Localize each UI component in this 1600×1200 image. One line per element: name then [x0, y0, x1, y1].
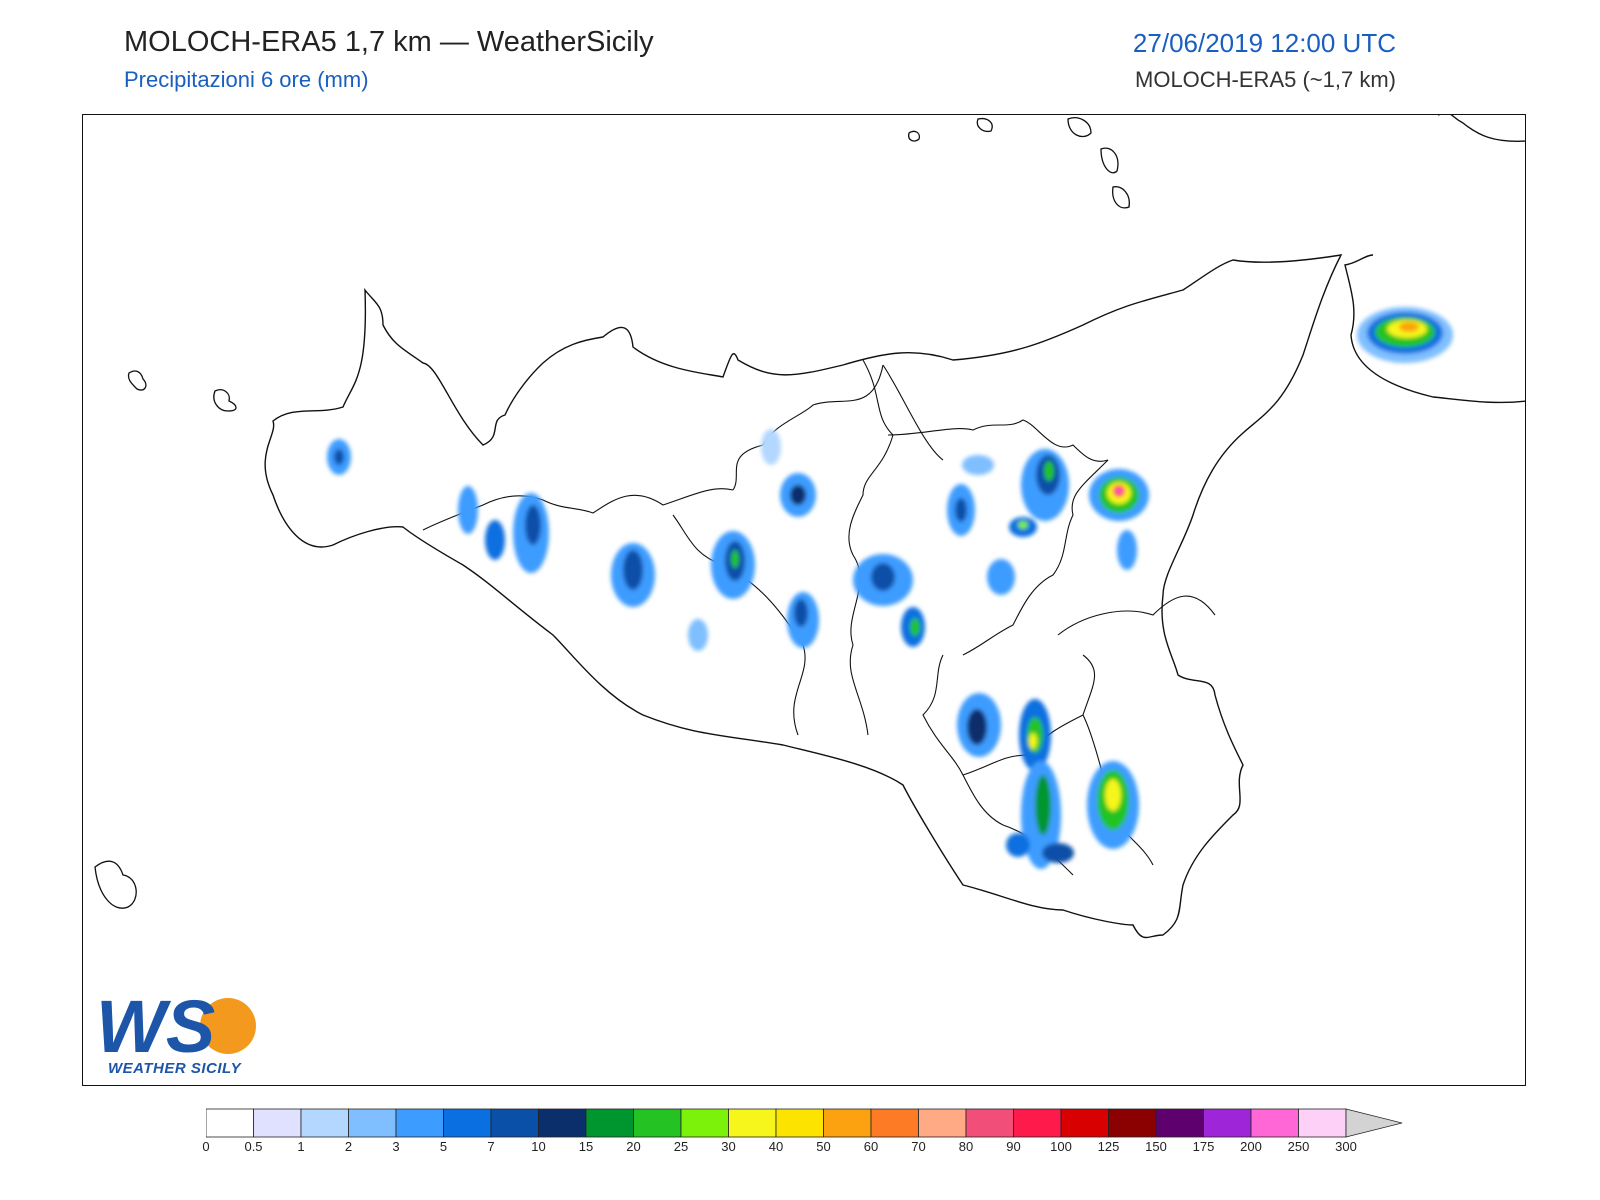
map-canvas — [94, 115, 1525, 939]
colorbar-swatch — [253, 1108, 302, 1138]
colorbar-label: 5 — [439, 1139, 448, 1154]
colorbar-swatch — [300, 1108, 349, 1138]
rain-cell — [1035, 775, 1051, 835]
rain-cell — [334, 449, 344, 465]
colorbar-swatch — [1060, 1108, 1109, 1138]
colorbar-swatch — [633, 1108, 682, 1138]
model-name: MOLOCH-ERA5 (~1,7 km) — [1135, 67, 1396, 92]
colorbar-swatch — [1155, 1108, 1204, 1138]
map-datetime: 27/06/2019 12:00 UTC — [1132, 28, 1396, 58]
sicily-coastline — [264, 254, 1343, 939]
precipitation-colorbar — [206, 1108, 1403, 1138]
rain-cell — [1117, 530, 1137, 570]
colorbar-swatch — [823, 1108, 872, 1138]
colorbar-swatch — [538, 1108, 587, 1138]
rain-cell — [955, 498, 967, 522]
rain-cell — [987, 559, 1015, 595]
colorbar-swatch — [728, 1108, 777, 1138]
colorbar-swatch — [490, 1108, 539, 1138]
colorbar-label: 175 — [1192, 1139, 1215, 1154]
islands — [94, 117, 1130, 909]
precipitation-field — [327, 307, 1453, 869]
rain-cell — [794, 599, 808, 627]
colorbar-label: 25 — [673, 1139, 689, 1154]
colorbar-label: 2 — [344, 1139, 353, 1154]
rain-cell — [761, 429, 781, 465]
calabria-coastline — [1344, 115, 1525, 404]
colorbar-swatch — [1108, 1108, 1157, 1138]
colorbar-label: 3 — [392, 1139, 400, 1154]
colorbar-swatch — [775, 1108, 824, 1138]
colorbar-label: 15 — [578, 1139, 594, 1154]
colorbar-swatch — [206, 1108, 254, 1138]
rain-cell — [1105, 779, 1121, 811]
rain-cell — [967, 709, 987, 745]
colorbar-swatch — [965, 1108, 1014, 1138]
colorbar-label: 0 — [202, 1139, 210, 1154]
weather-sicily-logo: WS — [96, 985, 256, 1068]
colorbar-label: 60 — [863, 1139, 879, 1154]
rain-cell — [871, 563, 895, 591]
logo-text: WEATHER SICILY — [108, 1060, 242, 1077]
colorbar-swatch — [918, 1108, 967, 1138]
rain-cell — [731, 550, 739, 568]
rain-cell — [688, 619, 708, 651]
map-title: MOLOCH-ERA5 1,7 km — WeatherSicily — [124, 26, 654, 58]
colorbar-swatch — [1013, 1108, 1062, 1138]
colorbar-swatch — [348, 1108, 397, 1138]
colorbar-swatch — [443, 1108, 492, 1138]
colorbar-label: 7 — [487, 1139, 495, 1154]
colorbar-label: 90 — [1006, 1139, 1021, 1154]
colorbar-label: 40 — [768, 1139, 784, 1154]
rain-cell — [458, 486, 478, 534]
logo-letters: WS — [96, 985, 215, 1068]
colorbar-label: 200 — [1240, 1139, 1262, 1154]
colorbar-swatch — [1250, 1108, 1299, 1138]
colorbar-overflow-arrow — [1345, 1108, 1403, 1138]
rain-cell — [790, 485, 806, 505]
colorbar-swatch — [680, 1108, 729, 1138]
colorbar-swatch — [395, 1108, 444, 1138]
colorbar-swatch — [1298, 1108, 1347, 1138]
colorbar-label: 70 — [911, 1139, 926, 1154]
rain-cell — [962, 455, 994, 475]
colorbar-label: 125 — [1097, 1139, 1120, 1154]
colorbar-label: 80 — [958, 1139, 974, 1154]
colorbar-label: 150 — [1145, 1139, 1167, 1154]
colorbar-label: 250 — [1287, 1139, 1310, 1154]
colorbar-label: 100 — [1050, 1139, 1072, 1154]
colorbar-label: 50 — [816, 1139, 831, 1154]
rain-cell — [1018, 521, 1028, 529]
precipitation-map — [82, 114, 1526, 1086]
rain-cell — [485, 520, 505, 560]
map-subtitle: Precipitazioni 6 ore (mm) — [124, 67, 369, 92]
rain-cell — [525, 505, 541, 545]
rain-cell — [1116, 488, 1122, 494]
colorbar-label: 10 — [531, 1139, 546, 1154]
rain-cell — [910, 618, 920, 636]
colorbar-swatch — [870, 1108, 919, 1138]
rain-cell — [1006, 833, 1030, 857]
logo-sun — [200, 998, 256, 1054]
rain-cell — [1042, 843, 1074, 863]
colorbar-label: 0.5 — [244, 1139, 263, 1154]
rain-cell — [1029, 733, 1037, 749]
colorbar-swatch — [585, 1108, 634, 1138]
rain-cell — [1044, 461, 1054, 481]
colorbar-label: 30 — [721, 1139, 736, 1154]
rain-cell — [1399, 322, 1419, 332]
rain-cell — [623, 550, 643, 590]
colorbar-label: 1 — [297, 1139, 305, 1154]
colorbar-label: 300 — [1335, 1139, 1357, 1154]
colorbar-label: 20 — [626, 1139, 641, 1154]
colorbar-swatch — [1203, 1108, 1252, 1138]
